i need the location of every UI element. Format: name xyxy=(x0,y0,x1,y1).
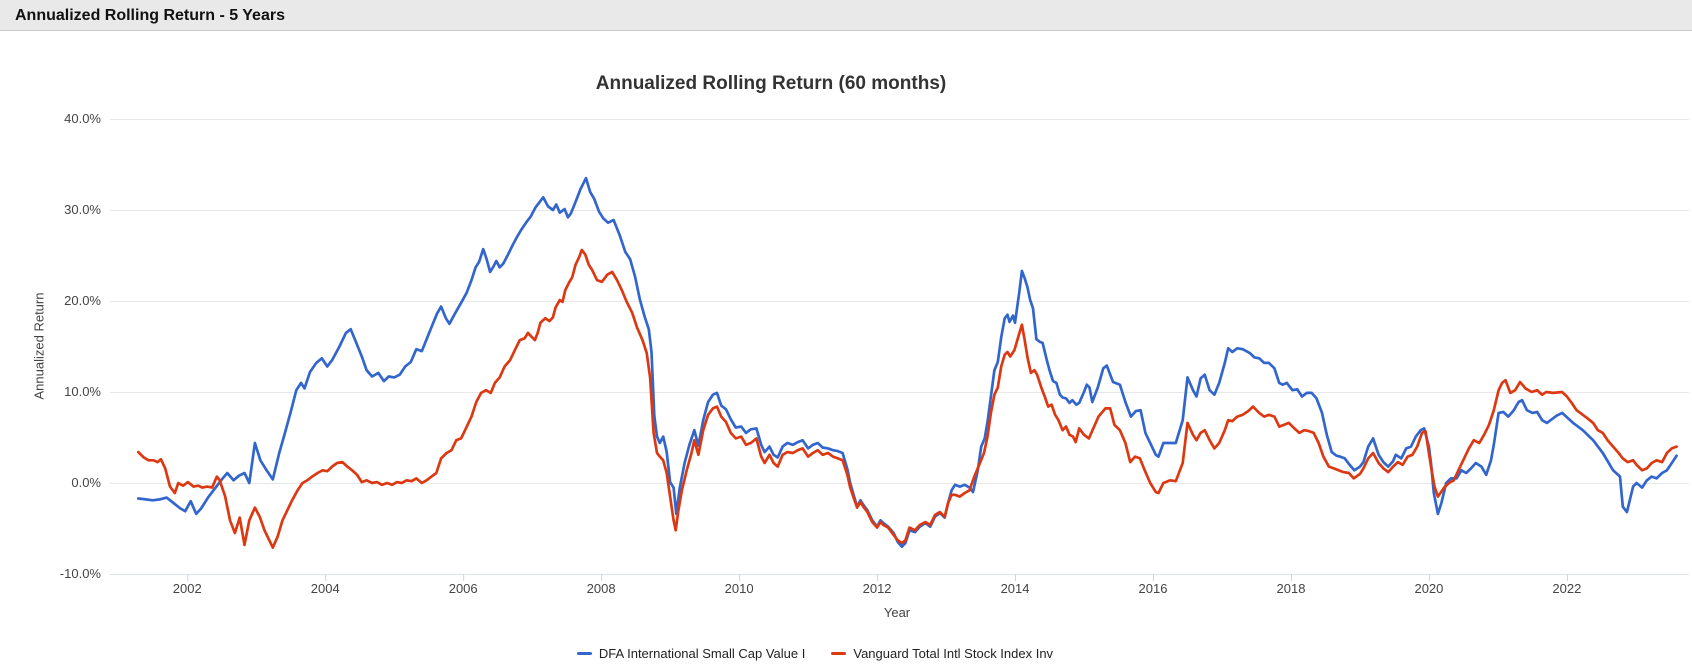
legend: DFA International Small Cap Value I Vang… xyxy=(0,646,1630,661)
legend-swatch-red xyxy=(831,651,847,656)
legend-label: Vanguard Total Intl Stock Index Inv xyxy=(853,646,1054,661)
y-tick-label: 40.0% xyxy=(64,111,101,126)
y-tick-label: 0.0% xyxy=(71,475,101,490)
legend-item-dfa-intl-small-cap[interactable]: DFA International Small Cap Value I xyxy=(576,646,806,661)
chart-title: Annualized Rolling Return (60 months) xyxy=(595,73,947,94)
x-tick-label: 2014 xyxy=(1000,581,1030,596)
x-axis-title: Year xyxy=(883,605,911,620)
x-tick-label: 2002 xyxy=(172,581,202,596)
x-tick-label: 2022 xyxy=(1552,581,1582,596)
x-tick-label: 2010 xyxy=(724,581,754,596)
x-tick-label: 2016 xyxy=(1138,581,1168,596)
series-line-1 xyxy=(136,248,1678,549)
legend-swatch-blue xyxy=(576,651,592,656)
y-tick-label: 20.0% xyxy=(64,293,101,308)
x-tick-label: 2006 xyxy=(448,581,478,596)
y-axis-title: Annualized Return xyxy=(31,292,47,400)
x-tick-label: 2018 xyxy=(1276,581,1306,596)
y-tick-label: 30.0% xyxy=(64,202,101,217)
legend-label: DFA International Small Cap Value I xyxy=(598,646,806,661)
series-line-0 xyxy=(136,176,1678,549)
legend-item-vanguard-total-intl[interactable]: Vanguard Total Intl Stock Index Inv xyxy=(831,646,1053,661)
panel-title: Annualized Rolling Return - 5 Years xyxy=(15,7,285,24)
x-tick-label: 2020 xyxy=(1414,581,1444,596)
y-tick-label: -10.0% xyxy=(59,566,101,581)
x-tick-label: 2008 xyxy=(586,581,616,596)
panel-header: Annualized Rolling Return - 5 Years xyxy=(0,0,1692,31)
x-tick-label: 2012 xyxy=(862,581,892,596)
x-tick-label: 2004 xyxy=(310,581,340,596)
y-tick-label: 10.0% xyxy=(64,384,101,399)
